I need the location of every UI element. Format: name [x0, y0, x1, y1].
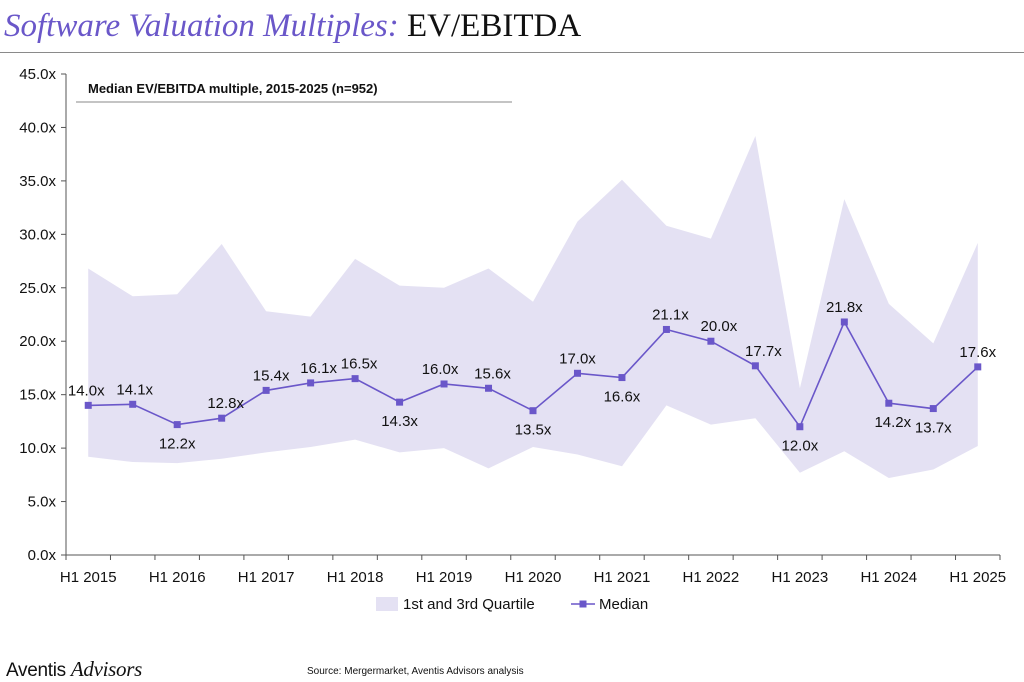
median-marker — [885, 399, 893, 407]
y-tick-label: 25.0x — [19, 280, 56, 297]
median-marker — [529, 407, 537, 415]
brand-logo: Aventis Advisors — [6, 657, 142, 682]
x-tick-label: H1 2020 — [505, 569, 562, 586]
median-data-label: 16.6x — [604, 389, 641, 406]
median-data-label: 16.5x — [341, 356, 378, 373]
median-data-label: 14.3x — [381, 413, 418, 430]
median-data-label: 21.8x — [826, 299, 863, 316]
brand-main: Aventis — [6, 660, 66, 681]
legend-median-marker — [579, 600, 587, 608]
y-tick-label: 35.0x — [19, 173, 56, 190]
median-marker — [173, 421, 181, 429]
median-data-label: 12.2x — [159, 436, 196, 453]
x-tick-label: H1 2025 — [949, 569, 1006, 586]
median-marker — [440, 380, 448, 388]
chart: 0.0x 5.0x 10.0x 15.0x 20.0x 25.0x 30.0x 35.0x 40… — [19, 66, 1006, 613]
x-tick-label: H1 2023 — [771, 569, 828, 586]
median-data-label: 17.6x — [959, 344, 996, 361]
x-tick-label: H1 2019 — [416, 569, 473, 586]
quartile-band — [88, 136, 978, 478]
median-marker — [974, 363, 982, 371]
median-marker — [707, 337, 715, 345]
x-tick-label: H1 2022 — [683, 569, 740, 586]
y-tick-label: 15.0x — [19, 387, 56, 404]
median-data-label: 15.4x — [253, 367, 290, 384]
x-tick-label: H1 2016 — [149, 569, 206, 586]
median-data-label: 12.0x — [782, 438, 819, 455]
median-marker — [485, 384, 493, 392]
median-marker — [662, 325, 670, 333]
median-marker — [396, 398, 404, 406]
source-note: Source: Mergermarket, Aventis Advisors a… — [307, 666, 524, 677]
median-data-label: 14.1x — [116, 381, 153, 398]
y-tick-label: 0.0x — [28, 547, 57, 564]
median-marker — [351, 375, 359, 383]
median-data-label: 13.5x — [515, 422, 552, 439]
page-title: Software Valuation Multiples: EV/EBITDA — [4, 4, 581, 48]
median-marker — [929, 405, 937, 413]
median-data-label: 16.1x — [300, 360, 337, 377]
median-marker — [796, 423, 804, 431]
chart-subtitle: Median EV/EBITDA multiple, 2015-2025 (n=… — [88, 81, 378, 96]
title-italic: Software Valuation Multiples: — [4, 8, 399, 44]
title-divider — [0, 52, 1024, 53]
legend-band-swatch — [376, 597, 398, 611]
median-marker — [307, 379, 315, 387]
median-data-label: 14.0x — [68, 382, 105, 399]
median-marker — [218, 414, 226, 422]
y-tick-label: 45.0x — [19, 66, 56, 83]
legend-median-label: Median — [599, 596, 648, 613]
y-tick-label: 40.0x — [19, 119, 56, 136]
y-tick-label: 10.0x — [19, 440, 56, 457]
median-marker — [840, 318, 848, 326]
median-data-label: 17.0x — [559, 350, 596, 367]
x-tick-label: H1 2024 — [860, 569, 917, 586]
x-tick-label: H1 2021 — [594, 569, 651, 586]
median-marker — [751, 362, 759, 370]
y-tick-label: 30.0x — [19, 226, 56, 243]
median-marker — [129, 400, 137, 408]
median-marker — [573, 369, 581, 377]
brand-sub: Advisors — [70, 657, 142, 681]
median-marker — [84, 401, 92, 409]
median-data-label: 13.7x — [915, 420, 952, 437]
x-tick-label: H1 2015 — [60, 569, 117, 586]
y-tick-label: 5.0x — [28, 494, 57, 511]
median-marker — [262, 386, 270, 394]
title-plain: EV/EBITDA — [407, 8, 582, 44]
median-data-label: 21.1x — [652, 306, 689, 323]
median-data-label: 14.2x — [874, 414, 911, 431]
median-marker — [618, 374, 626, 382]
median-data-label: 17.7x — [745, 343, 782, 360]
median-data-label: 16.0x — [422, 361, 459, 378]
legend-band-label: 1st and 3rd Quartile — [403, 596, 535, 613]
y-tick-label: 20.0x — [19, 333, 56, 350]
x-tick-label: H1 2017 — [238, 569, 295, 586]
median-data-label: 15.6x — [474, 365, 511, 382]
median-data-label: 12.8x — [207, 395, 244, 412]
x-tick-label: H1 2018 — [327, 569, 384, 586]
median-data-label: 20.0x — [701, 318, 738, 335]
